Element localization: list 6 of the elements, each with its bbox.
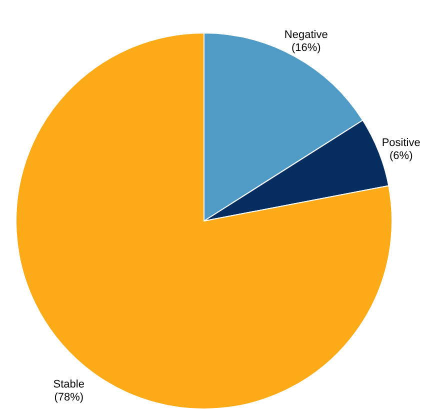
data-label: (78%): [54, 391, 84, 404]
data-label: (16%): [291, 42, 321, 54]
slice-label: Negative: [284, 29, 328, 42]
data-label: (6%): [389, 150, 413, 162]
slice-label: Stable: [53, 378, 84, 390]
slice-label: Positive: [382, 136, 420, 149]
